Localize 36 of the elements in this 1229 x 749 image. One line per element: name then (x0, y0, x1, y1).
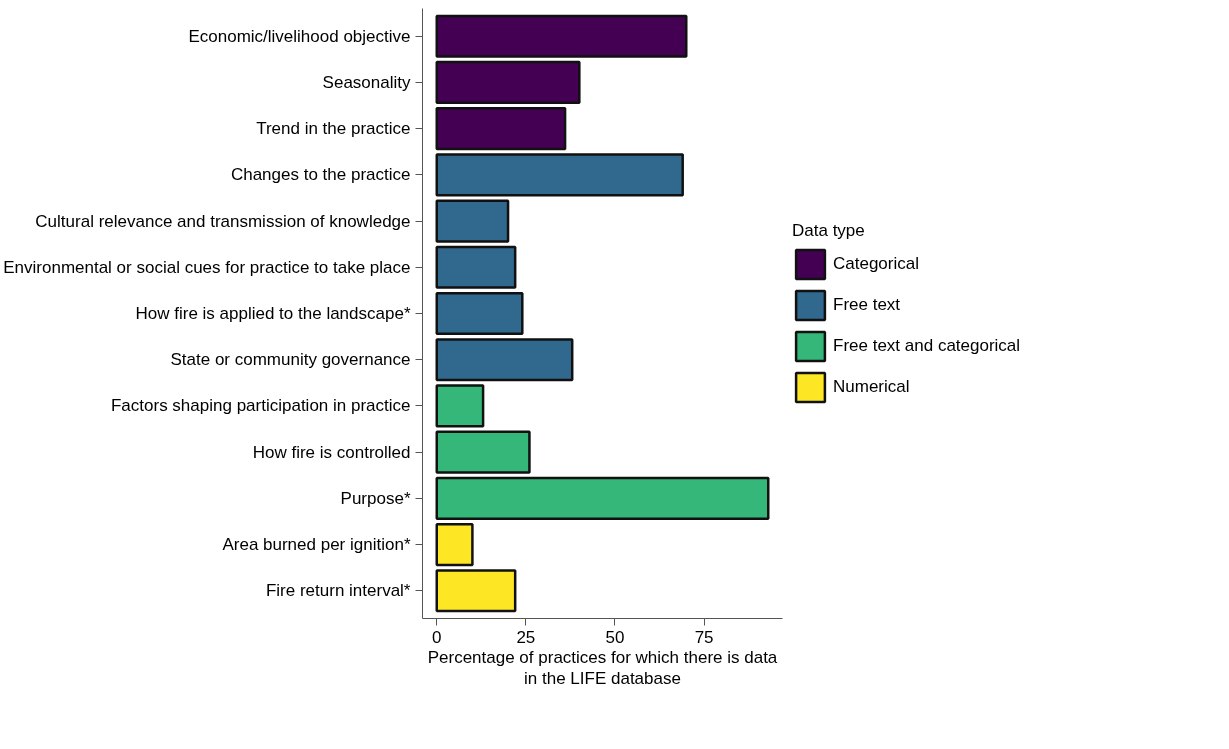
y-tick-label: Environmental or social cues for practice to take place (3, 257, 411, 277)
x-tick-label: 50 (605, 627, 625, 647)
y-tick-label: Fire return interval* (265, 581, 411, 601)
legend-label: Numerical (833, 377, 910, 397)
bar (435, 338, 574, 382)
x-axis-title: Percentage of practices for which there is data in the LIFE database (427, 647, 778, 688)
bar (435, 107, 567, 151)
y-tick-label: How fire is applied to the landscape* (135, 304, 411, 323)
y-tick-label: Factors shaping participation in practice (110, 396, 411, 416)
bar (435, 153, 684, 197)
x-tick-label: 25 (516, 627, 536, 647)
y-tick-label: Economic/livelihood objective (188, 26, 411, 46)
bar (435, 384, 485, 428)
bar (435, 430, 531, 474)
y-tick-label: Purpose* (340, 488, 411, 508)
bar (435, 245, 517, 289)
legend-label: Free text and categorical (833, 336, 1021, 356)
y-tick-label: Cultural relevance and transmission of knowledge (35, 211, 411, 231)
legend-label: Free text (833, 295, 901, 315)
bar (435, 60, 581, 105)
bar (435, 476, 770, 520)
y-tick-label: State or community governance (170, 350, 411, 370)
bar (435, 569, 517, 613)
bar (435, 14, 688, 58)
x-tick-label: 75 (694, 627, 714, 647)
y-tick-label: Trend in the practice (256, 119, 411, 139)
y-tick-label: Changes to the practice (230, 165, 411, 185)
y-tick-label: Area burned per ignition* (222, 535, 411, 555)
y-tick-label: Seasonality (322, 72, 411, 92)
legend-title: Data type (792, 221, 866, 241)
bar (435, 522, 474, 567)
bar (435, 199, 510, 243)
bar (435, 291, 524, 336)
x-tick-label: 0 (432, 627, 442, 647)
legend-label: Categorical (833, 254, 919, 274)
y-tick-label: How fire is controlled (252, 442, 411, 462)
